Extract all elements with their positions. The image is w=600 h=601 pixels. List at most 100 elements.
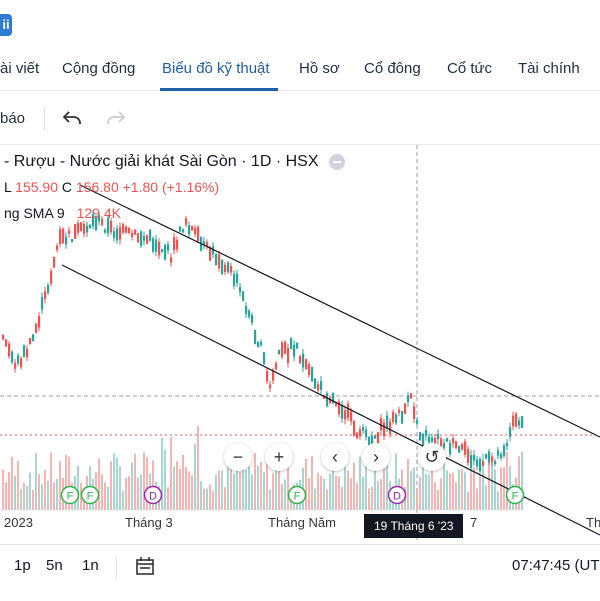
candle-body bbox=[494, 461, 497, 465]
volume-bar bbox=[167, 487, 169, 510]
event-marker-label: F bbox=[294, 491, 301, 503]
tab-co-tuc[interactable]: Cổ tức bbox=[447, 60, 493, 77]
volume-bar bbox=[347, 470, 349, 510]
timeframe-1p[interactable]: 1p bbox=[14, 557, 31, 574]
candle-body bbox=[251, 315, 254, 323]
financial-event-marker bbox=[287, 485, 307, 505]
candle-body bbox=[62, 228, 65, 243]
volume-bar bbox=[482, 453, 484, 510]
candle-body bbox=[482, 461, 485, 466]
tab-bai-viet[interactable]: ài viết bbox=[0, 60, 40, 77]
candle-body bbox=[95, 216, 98, 231]
tab-co-dong[interactable]: Cổ đông bbox=[364, 60, 421, 77]
volume-bar bbox=[491, 458, 493, 510]
tab-ho-so[interactable]: Hồ sơ bbox=[299, 60, 340, 77]
volume-bar bbox=[113, 453, 115, 510]
candle-body bbox=[260, 341, 263, 345]
candle-body bbox=[80, 222, 83, 232]
tab-bar: ài viết Cộng đồng Biểu đồ kỹ thuật Hồ sơ… bbox=[0, 46, 600, 91]
candle-body bbox=[521, 416, 524, 428]
volume-bar bbox=[359, 456, 361, 510]
tab-bieu-do-ky-thuat[interactable]: Biểu đồ kỹ thuật bbox=[162, 60, 270, 77]
session-clock[interactable]: 07:47:45 (UT bbox=[512, 557, 600, 574]
candle-body bbox=[92, 214, 95, 227]
candle-body bbox=[287, 348, 290, 363]
volume-bar bbox=[335, 475, 337, 510]
app-logo[interactable]: ii bbox=[0, 14, 12, 36]
candle-body bbox=[332, 392, 335, 404]
volume-bar bbox=[374, 468, 376, 510]
volume-bar bbox=[254, 453, 256, 510]
volume-bar bbox=[209, 484, 211, 510]
volume-bar bbox=[275, 465, 277, 510]
candle-body bbox=[272, 371, 275, 381]
candle-body bbox=[107, 218, 110, 234]
candle-body bbox=[359, 429, 362, 437]
candle-body bbox=[245, 306, 248, 314]
candle-body bbox=[512, 415, 515, 427]
volume-bar bbox=[203, 488, 205, 510]
candle-body bbox=[296, 342, 299, 349]
volume-bar bbox=[332, 455, 334, 510]
candle-body bbox=[347, 403, 350, 418]
zoom-out-button[interactable]: − bbox=[224, 443, 252, 471]
candle-body bbox=[113, 231, 116, 238]
volume-bar bbox=[125, 477, 127, 510]
reset-chart-button[interactable]: ↺ bbox=[418, 443, 446, 471]
zoom-in-button[interactable]: + bbox=[265, 443, 293, 471]
volume-bar bbox=[206, 488, 208, 510]
toolbar-alert-label[interactable]: báo bbox=[0, 110, 26, 127]
candle-body bbox=[326, 393, 329, 406]
ohlc-legend: L 155.90 C 156.80 +1.80 (+1.16%) bbox=[4, 179, 219, 195]
candle-body bbox=[464, 441, 467, 455]
candle-body bbox=[416, 419, 419, 424]
undo-icon[interactable] bbox=[60, 106, 84, 130]
volume-bar bbox=[356, 482, 358, 510]
top-bar: ii bbox=[0, 0, 600, 46]
collapse-legend-icon[interactable] bbox=[328, 153, 345, 170]
price-chart[interactable]: F F D F D F - Rượu - Nước giải khát Sài Gòn ·… bbox=[0, 145, 600, 540]
volume-bar bbox=[173, 466, 175, 510]
toolbar-divider bbox=[44, 106, 45, 130]
candle-body bbox=[212, 246, 215, 255]
redo-icon[interactable] bbox=[104, 106, 128, 130]
volume-bar bbox=[239, 472, 241, 510]
volume-bar bbox=[104, 482, 106, 510]
tab-tai-chinh[interactable]: Tài chính bbox=[518, 60, 580, 77]
candle-body bbox=[158, 241, 161, 256]
candle-body bbox=[86, 225, 89, 233]
volume-bar bbox=[494, 469, 496, 510]
candle-body bbox=[371, 436, 374, 445]
volume-bar bbox=[38, 474, 40, 510]
candle-body bbox=[413, 406, 416, 419]
timeframe-5n[interactable]: 5n bbox=[46, 557, 63, 574]
volume-bar bbox=[134, 453, 136, 510]
x-axis-label-th: Th bbox=[586, 515, 600, 530]
volume-bar bbox=[377, 480, 379, 510]
event-marker-label: D bbox=[149, 491, 157, 503]
candle-body bbox=[284, 341, 287, 354]
tab-cong-dong[interactable]: Cộng đồng bbox=[62, 60, 136, 77]
change-value: +1.80 (+1.16%) bbox=[122, 179, 220, 195]
candle-body bbox=[263, 352, 266, 365]
scroll-right-button[interactable]: › bbox=[362, 443, 390, 471]
volume-bar bbox=[353, 462, 355, 510]
x-axis-label-thang-3: Tháng 3 bbox=[125, 515, 173, 530]
candle-body bbox=[23, 345, 26, 357]
candle-body bbox=[518, 420, 521, 426]
candle-body bbox=[29, 337, 32, 345]
candle-body bbox=[35, 323, 38, 334]
candle-body bbox=[83, 224, 86, 234]
candle-body bbox=[503, 445, 506, 456]
volume-bar bbox=[449, 473, 451, 510]
volume-bar bbox=[143, 452, 145, 510]
scroll-left-button[interactable]: ‹ bbox=[321, 443, 349, 471]
symbol-description: - Rượu - Nước giải khát Sài Gòn · 1D · H… bbox=[4, 153, 319, 170]
volume-bar bbox=[500, 467, 502, 510]
volume-bar bbox=[287, 453, 289, 510]
timeframe-1n[interactable]: 1n bbox=[82, 557, 99, 574]
candle-body bbox=[203, 241, 206, 245]
calendar-icon[interactable] bbox=[134, 555, 156, 577]
volume-bar bbox=[371, 486, 373, 510]
